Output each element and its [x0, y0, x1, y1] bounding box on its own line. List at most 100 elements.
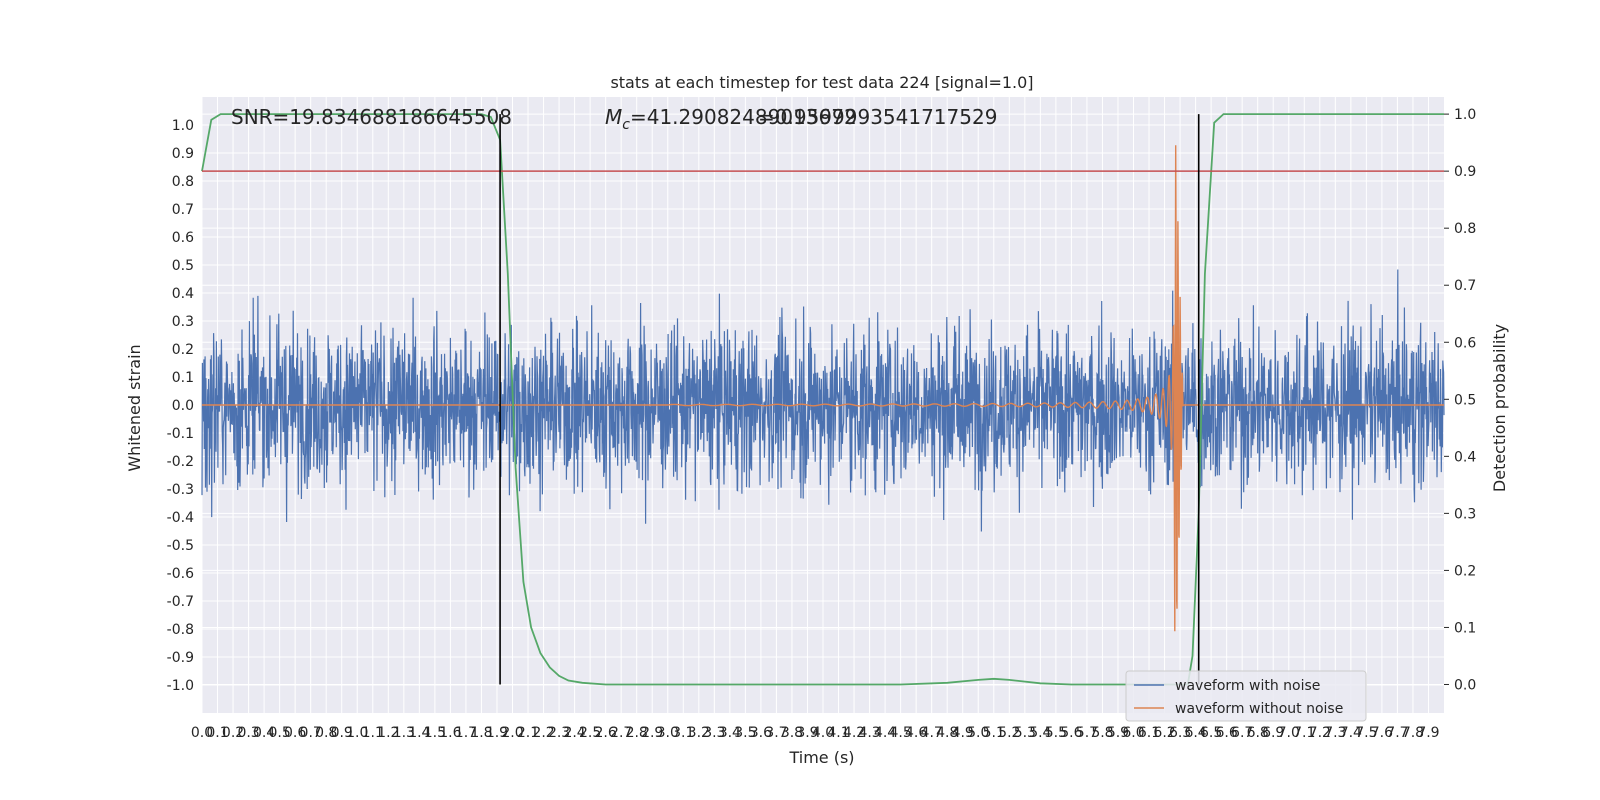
y2-tick-label: 0.1	[1454, 620, 1476, 636]
x-tick-label: 7.6	[1371, 725, 1393, 741]
y-tick-label: 0.7	[172, 202, 194, 218]
x-tick-label: 0.1	[206, 725, 228, 741]
x-tick-label: 4.0	[812, 725, 834, 741]
x-tick-label: 7.1	[1293, 725, 1315, 741]
x-tick-label: 2.1	[517, 725, 539, 741]
x-tick-label: 6.4	[1184, 725, 1206, 741]
x-tick-label: 5.8	[1091, 725, 1113, 741]
x-tick-label: 4.9	[952, 725, 974, 741]
x-tick-label: 3.7	[765, 725, 787, 741]
x-tick-label: 0.0	[191, 725, 213, 741]
y-tick-label: 0.9	[172, 146, 194, 162]
y2-tick-label: 0.5	[1454, 392, 1476, 408]
legend: waveform with noise waveform without noi…	[1125, 670, 1367, 722]
y-tick-label: -0.6	[167, 566, 194, 582]
x-tick-label: 1.7	[455, 725, 477, 741]
x-axis-ticks: 0.00.10.20.30.40.50.60.70.80.91.01.11.21…	[191, 725, 1440, 741]
snr-annotation: SNR=19.834688186645508	[231, 105, 512, 129]
x-tick-label: 6.0	[1122, 725, 1144, 741]
x-tick-label: 0.8	[315, 725, 337, 741]
x-tick-label: 2.6	[595, 725, 617, 741]
x-tick-label: 2.5	[579, 725, 601, 741]
x-tick-label: 6.6	[1216, 725, 1238, 741]
y-tick-label: -0.4	[167, 510, 194, 526]
x-tick-label: 2.7	[610, 725, 632, 741]
x-tick-label: 5.2	[998, 725, 1020, 741]
x-tick-label: 5.5	[1045, 725, 1067, 741]
mc-annotation: Mc=41.29082489013672	[605, 105, 857, 133]
x-tick-label: 4.2	[843, 725, 865, 741]
y-tick-label: -0.5	[167, 538, 194, 554]
x-tick-label: 4.7	[921, 725, 943, 741]
x-tick-label: 4.8	[936, 725, 958, 741]
mc-subscript: c	[622, 117, 630, 133]
clean-waveform-line	[202, 145, 1444, 632]
y-tick-label: 0.6	[172, 230, 194, 246]
y-tick-label: 0.4	[172, 286, 194, 302]
x-tick-label: 5.6	[1060, 725, 1082, 741]
series-detection-probability	[201, 113, 1444, 686]
detection-probability-line	[201, 113, 1444, 686]
x-tick-label: 7.4	[1340, 725, 1362, 741]
y2-tick-label: 0.8	[1454, 221, 1476, 237]
x-tick-label: 0.4	[253, 725, 275, 741]
x-tick-label: 7.3	[1324, 725, 1346, 741]
x-tick-label: 6.5	[1200, 725, 1222, 741]
x-tick-label: 1.6	[439, 725, 461, 741]
mc-value: =41.29082489013672	[630, 105, 857, 129]
y-tick-label: -0.2	[167, 454, 194, 470]
x-tick-label: 1.3	[393, 725, 415, 741]
x-tick-label: 5.3	[1014, 725, 1036, 741]
y2-tick-label: 0.6	[1454, 335, 1476, 351]
y-tick-label: -1.0	[167, 678, 194, 694]
x-tick-label: 3.0	[657, 725, 679, 741]
x-tick-label: 6.2	[1153, 725, 1175, 741]
x-tick-label: 7.8	[1402, 725, 1424, 741]
x-tick-label: 6.9	[1262, 725, 1284, 741]
x-tick-label: 2.3	[548, 725, 570, 741]
x-tick-label: 2.8	[626, 725, 648, 741]
x-tick-label: 6.8	[1247, 725, 1269, 741]
y-tick-label: -0.3	[167, 482, 194, 498]
y-tick-label: 0.3	[172, 314, 194, 330]
series-waveform-without-noise	[202, 145, 1444, 632]
x-tick-label: 0.5	[268, 725, 290, 741]
x-tick-label: 4.6	[905, 725, 927, 741]
chart-title: stats at each timestep for test data 224…	[610, 73, 1033, 92]
x-tick-label: 1.0	[346, 725, 368, 741]
x-tick-label: 1.8	[470, 725, 492, 741]
x-tick-label: 0.9	[331, 725, 353, 741]
x-tick-label: 7.5	[1355, 725, 1377, 741]
y-tick-label: 0.2	[172, 342, 194, 358]
series-waveform-with-noise	[201, 269, 1445, 532]
x-tick-label: 0.3	[237, 725, 259, 741]
y2-axis-label: Detection probability	[1490, 324, 1509, 492]
y-tick-label: 0.5	[172, 258, 194, 274]
x-axis-label: Time (s)	[788, 748, 854, 767]
legend-entry-noisy: waveform with noise	[1175, 678, 1320, 694]
y2-axis-ticks: 1.0 0.9 0.8 0.7 0.6 0.5 0.4 0.3 0.2 0.1 0.0	[1444, 107, 1476, 693]
x-tick-label: 0.7	[300, 725, 322, 741]
x-tick-label: 6.1	[1138, 725, 1160, 741]
x-tick-label: 2.2	[532, 725, 554, 741]
x-tick-label: 0.6	[284, 725, 306, 741]
x-tick-label: 5.0	[967, 725, 989, 741]
y-axis-label: Whitened strain	[125, 344, 144, 471]
x-tick-label: 5.9	[1107, 725, 1129, 741]
x-tick-label: 6.3	[1169, 725, 1191, 741]
y-tick-label: -0.8	[167, 622, 194, 638]
legend-entry-clean: waveform without noise	[1175, 701, 1343, 717]
x-tick-label: 3.1	[672, 725, 694, 741]
y-axis-ticks: 1.0 0.9 0.8 0.7 0.6 0.5 0.4 0.3 0.2 0.1 0.0 -0.1 -0.…	[167, 118, 194, 694]
y-tick-label: 1.0	[172, 118, 194, 134]
legend-box	[1125, 670, 1367, 722]
y-tick-label: -0.7	[167, 594, 194, 610]
x-tick-label: 4.1	[827, 725, 849, 741]
x-tick-label: 1.5	[424, 725, 446, 741]
x-tick-label: 1.4	[408, 725, 430, 741]
x-tick-label: 3.5	[734, 725, 756, 741]
x-tick-label: 3.4	[719, 725, 741, 741]
y-tick-label: -0.9	[167, 650, 194, 666]
y-tick-label: -0.1	[167, 426, 194, 442]
